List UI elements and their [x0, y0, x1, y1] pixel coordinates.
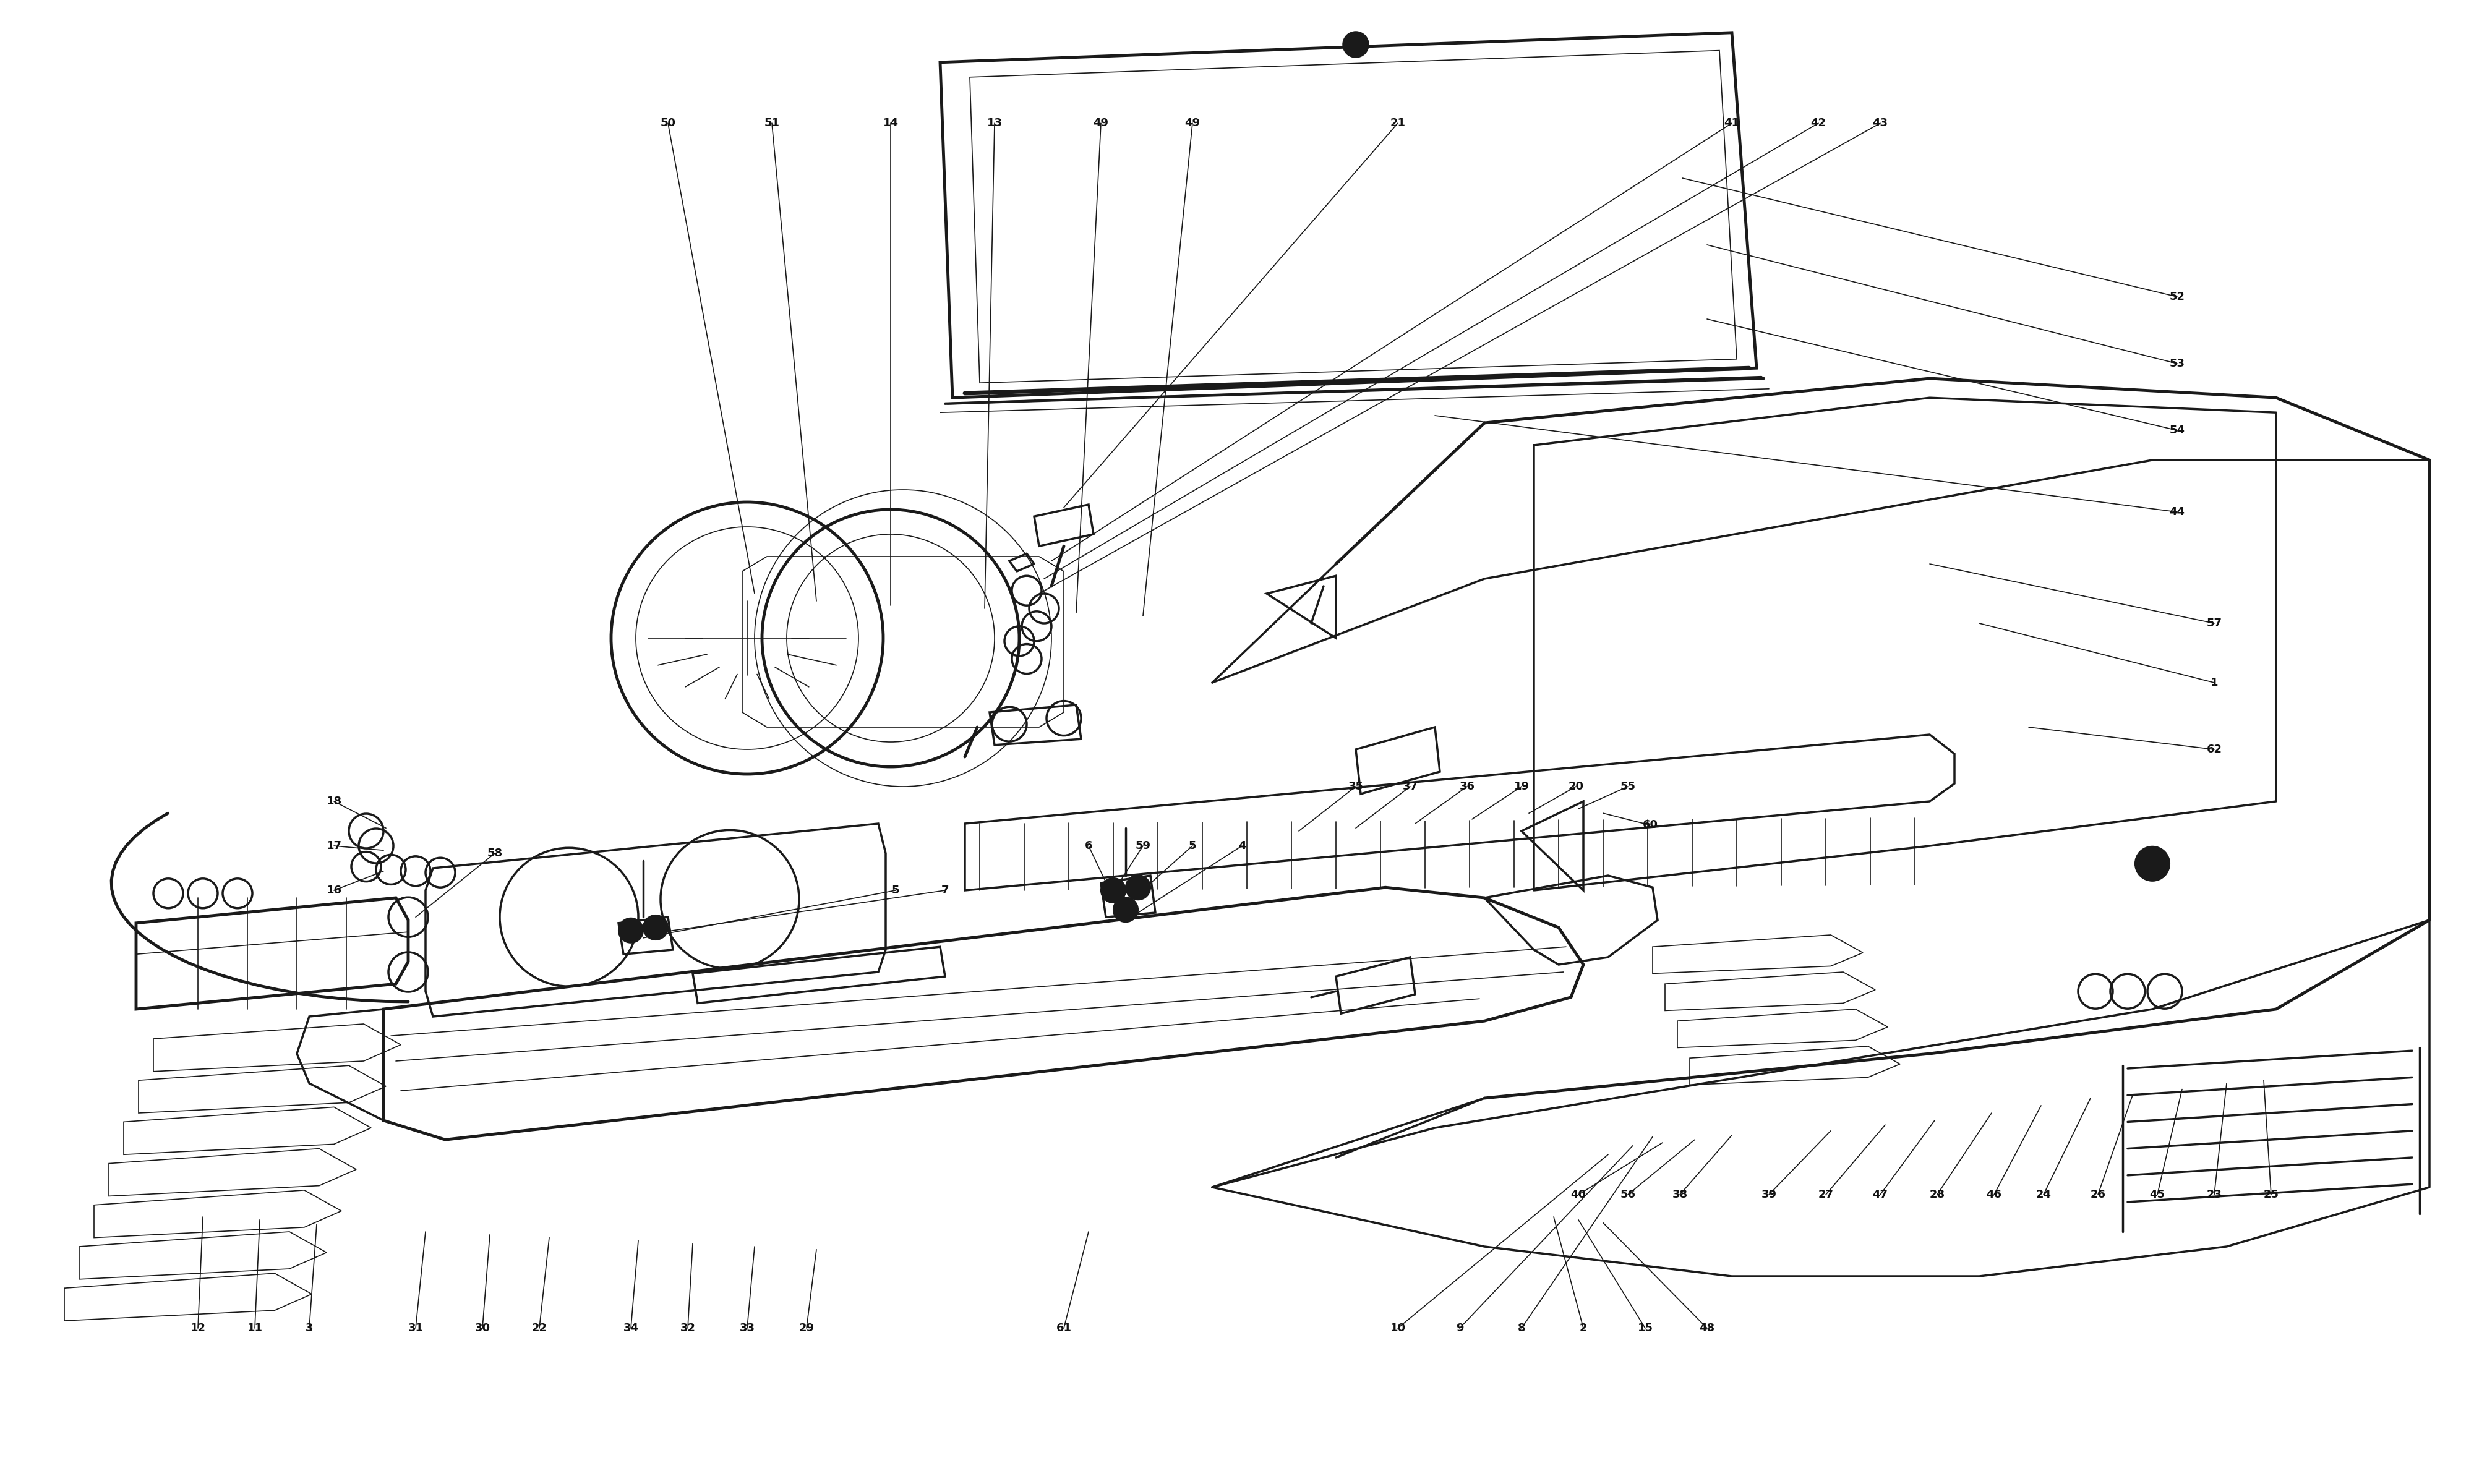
- Text: 31: 31: [408, 1322, 423, 1334]
- Text: 20: 20: [1569, 781, 1583, 792]
- Text: 55: 55: [1620, 781, 1635, 792]
- Text: 30: 30: [475, 1322, 490, 1334]
- Text: 46: 46: [1987, 1189, 2001, 1201]
- Circle shape: [618, 919, 643, 942]
- Text: 48: 48: [1700, 1322, 1714, 1334]
- Text: 54: 54: [2170, 424, 2185, 436]
- Text: 47: 47: [1873, 1189, 1888, 1201]
- Text: 2: 2: [1578, 1322, 1588, 1334]
- Text: 50: 50: [661, 117, 675, 129]
- Circle shape: [1113, 898, 1138, 922]
- Text: 16: 16: [327, 884, 341, 896]
- Text: 15: 15: [1638, 1322, 1653, 1334]
- Text: 11: 11: [247, 1322, 262, 1334]
- Text: 43: 43: [1873, 117, 1888, 129]
- Text: 5: 5: [1188, 840, 1197, 852]
- Text: 28: 28: [1930, 1189, 1945, 1201]
- Text: 1: 1: [2209, 677, 2219, 689]
- Text: 25: 25: [2264, 1189, 2279, 1201]
- Text: 52: 52: [2170, 291, 2185, 303]
- Text: 4: 4: [1237, 840, 1247, 852]
- Text: 22: 22: [532, 1322, 547, 1334]
- Text: 18: 18: [327, 795, 341, 807]
- Text: 6: 6: [1084, 840, 1094, 852]
- Text: 29: 29: [799, 1322, 814, 1334]
- Text: 60: 60: [1643, 819, 1658, 831]
- Text: 12: 12: [190, 1322, 205, 1334]
- Text: 40: 40: [1571, 1189, 1586, 1201]
- Text: 57: 57: [2207, 617, 2222, 629]
- Text: 21: 21: [1390, 117, 1405, 129]
- Text: 23: 23: [2207, 1189, 2222, 1201]
- Text: 26: 26: [2091, 1189, 2105, 1201]
- Text: 27: 27: [1818, 1189, 1833, 1201]
- Text: 49: 49: [1185, 117, 1200, 129]
- Text: 35: 35: [1348, 781, 1363, 792]
- Text: 7: 7: [940, 884, 950, 896]
- Circle shape: [1126, 876, 1150, 899]
- Text: 59: 59: [1136, 840, 1150, 852]
- Text: 9: 9: [1455, 1322, 1465, 1334]
- Text: 24: 24: [2036, 1189, 2051, 1201]
- Text: 10: 10: [1390, 1322, 1405, 1334]
- Text: 32: 32: [680, 1322, 695, 1334]
- Text: 19: 19: [1514, 781, 1529, 792]
- Text: 33: 33: [740, 1322, 755, 1334]
- Text: 13: 13: [987, 117, 1002, 129]
- Text: 37: 37: [1403, 781, 1418, 792]
- Text: 17: 17: [327, 840, 341, 852]
- Text: 39: 39: [1761, 1189, 1776, 1201]
- Circle shape: [1101, 879, 1126, 902]
- Text: 62: 62: [2207, 743, 2222, 755]
- Text: 5: 5: [891, 884, 901, 896]
- Circle shape: [643, 916, 668, 939]
- Text: 42: 42: [1811, 117, 1826, 129]
- Circle shape: [1343, 33, 1368, 56]
- Text: 38: 38: [1672, 1189, 1687, 1201]
- Text: 36: 36: [1460, 781, 1475, 792]
- Text: 61: 61: [1056, 1322, 1071, 1334]
- Text: 56: 56: [1620, 1189, 1635, 1201]
- Text: 49: 49: [1094, 117, 1108, 129]
- Text: 3: 3: [304, 1322, 314, 1334]
- Circle shape: [2135, 846, 2170, 881]
- Text: 58: 58: [487, 847, 502, 859]
- Text: 41: 41: [1724, 117, 1739, 129]
- Text: 34: 34: [623, 1322, 638, 1334]
- Text: 14: 14: [883, 117, 898, 129]
- Text: 45: 45: [2150, 1189, 2165, 1201]
- Text: 51: 51: [764, 117, 779, 129]
- Text: 44: 44: [2170, 506, 2185, 518]
- Text: 8: 8: [1517, 1322, 1526, 1334]
- Text: 53: 53: [2170, 358, 2185, 370]
